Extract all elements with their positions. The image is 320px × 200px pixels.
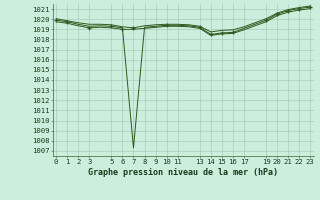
X-axis label: Graphe pression niveau de la mer (hPa): Graphe pression niveau de la mer (hPa) <box>88 168 278 177</box>
